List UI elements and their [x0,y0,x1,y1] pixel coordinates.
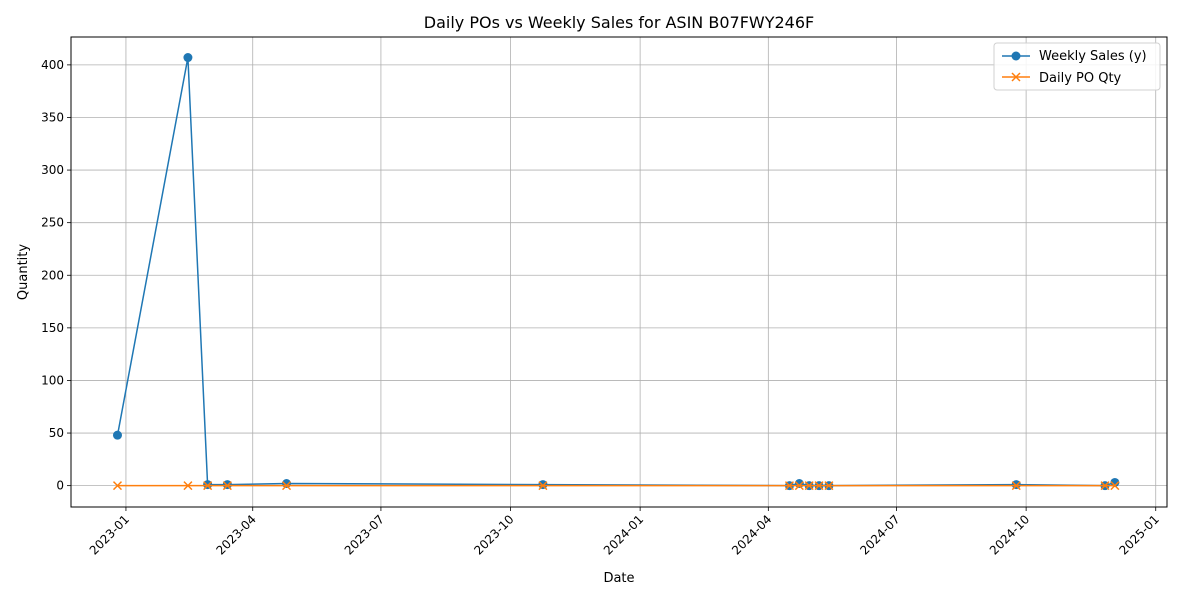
x-tick-label: 2023-01 [87,512,132,557]
y-tick-label: 0 [56,479,64,493]
legend-marker-weekly-sales [1011,51,1021,61]
data-point [814,481,824,491]
legend-box [993,42,1161,91]
data-point [112,481,123,491]
x-tick-label: 2024-04 [729,512,774,557]
x-tick-label: 2023-04 [213,512,258,557]
series-line [116,56,1116,487]
data-point [183,481,193,491]
legend-marker-daily-po [1011,72,1021,82]
grid-lines [71,37,1167,507]
y-tick-label: 50 [49,426,64,440]
data-point [1011,481,1021,491]
y-axis-ticks: 0 50 100 150 200 250 300 350 400 [41,58,71,493]
data-point [824,481,834,491]
x-axis-label: Date [603,571,634,586]
data-point [112,430,122,440]
y-tick-label: 150 [41,321,64,335]
x-tick-label: 2023-07 [342,512,387,557]
legend: Weekly Sales (y) Daily PO Qty [993,42,1161,91]
x-tick-label: 2024-01 [601,512,646,557]
plot-frame [70,36,1168,508]
legend-label-weekly-sales: Weekly Sales (y) [1039,49,1147,64]
data-point [282,481,292,491]
x-axis-ticks: 2023-01 2023-04 2023-07 2023-10 2024-01 2024-… [87,507,1162,558]
data-point [1100,481,1110,491]
x-tick-label: 2024-07 [857,512,902,557]
y-tick-label: 400 [41,58,64,72]
y-tick-label: 200 [41,268,64,282]
x-tick-label: 2023-10 [471,512,516,557]
legend-label-daily-po: Daily PO Qty [1039,71,1122,86]
data-point [1110,477,1120,487]
data-point [222,481,232,491]
y-tick-label: 350 [41,110,64,124]
series-layer [112,53,1120,491]
x-tick-label: 2024-10 [987,512,1032,557]
chart-title: Daily POs vs Weekly Sales for ASIN B07FW… [424,13,814,32]
y-tick-label: 300 [41,163,64,177]
data-point [203,481,213,491]
data-point [784,481,794,491]
series-weekly-sales [112,53,1120,491]
y-axis-label: Quantity [16,244,31,300]
x-tick-label: 2025-01 [1116,512,1161,557]
data-point [794,481,804,491]
y-tick-label: 100 [41,373,64,387]
data-point [538,481,548,491]
data-point [804,481,814,491]
data-point [1110,481,1120,491]
data-point [183,53,193,63]
y-tick-label: 250 [41,216,64,230]
series-daily-po-qty [112,481,1120,491]
